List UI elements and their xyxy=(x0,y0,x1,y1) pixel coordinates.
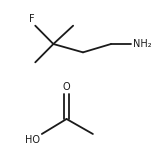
Text: NH₂: NH₂ xyxy=(133,39,151,49)
Text: O: O xyxy=(63,82,70,92)
Text: HO: HO xyxy=(25,135,40,145)
Text: F: F xyxy=(29,14,34,24)
